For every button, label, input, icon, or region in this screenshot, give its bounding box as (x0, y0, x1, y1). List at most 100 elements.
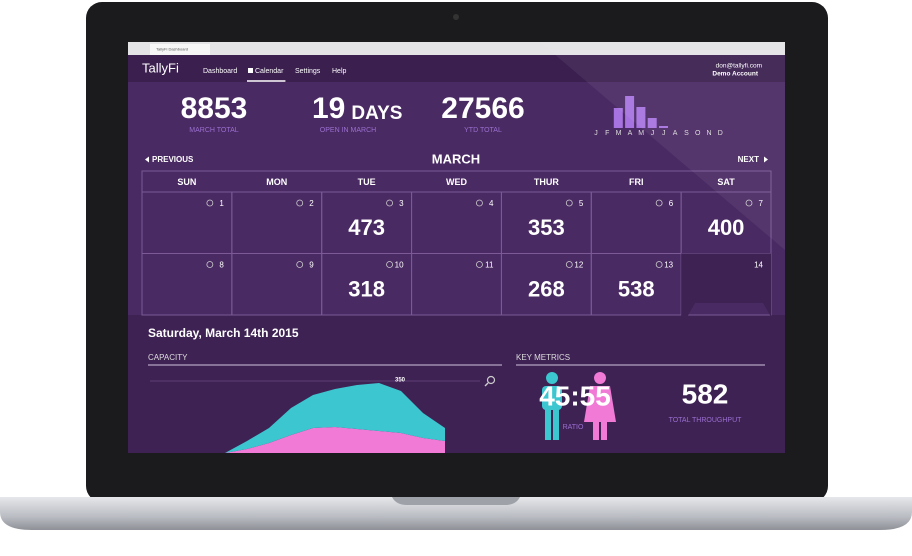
stat-label: MARCH TOTAL (189, 127, 239, 134)
day-number: 5 (579, 199, 584, 208)
day-number: 6 (669, 199, 674, 208)
month-label: O (695, 130, 701, 137)
nav-link[interactable]: Dashboard (203, 68, 237, 75)
stat-unit: DAYS (351, 103, 402, 124)
nav-bar (128, 55, 785, 82)
month-label: J (594, 130, 598, 137)
weekday: TUE (358, 177, 376, 187)
tab-title[interactable]: TallyFi Dashboard (156, 47, 188, 52)
weekday: FRI (629, 177, 644, 187)
month-bar (625, 96, 635, 128)
day-number: 3 (399, 199, 404, 208)
logo[interactable]: TallyFi (142, 60, 179, 75)
weather-icon (655, 261, 663, 268)
weather-icon (386, 199, 393, 207)
month-label: J (662, 130, 666, 137)
weather-icon (565, 261, 573, 268)
throughput: 582 (682, 378, 729, 409)
month-label: N (706, 130, 711, 137)
weekday: SUN (177, 177, 196, 187)
day-value: 538 (618, 276, 655, 301)
weather-icon (565, 199, 573, 207)
day-value: 353 (528, 215, 565, 240)
month-title: MARCH (432, 151, 480, 166)
month-bar (647, 118, 657, 128)
month-bar (636, 107, 646, 128)
weekday: SAT (717, 177, 735, 187)
capacity-annotation: 350 (395, 378, 406, 384)
weather-icon (386, 261, 393, 268)
stat-value: 27566 (441, 92, 524, 125)
stat-value: 8853 (181, 92, 248, 125)
day-number: 14 (754, 261, 763, 270)
content (128, 82, 785, 315)
month-bar (659, 126, 668, 128)
day-cell[interactable] (590, 253, 682, 316)
day-number: 1 (219, 199, 224, 208)
weather-icon (206, 199, 214, 207)
user-email[interactable]: don@tallyfi.com (716, 63, 762, 70)
next-button[interactable]: NEXT (738, 155, 759, 164)
weekday: THUR (534, 177, 559, 187)
weather-icon (206, 261, 214, 268)
month-bar (613, 108, 623, 128)
day-number: 13 (664, 261, 673, 270)
notch (392, 497, 520, 505)
day-number: 10 (395, 261, 404, 270)
day-value: 268 (528, 276, 565, 301)
day-number: 2 (309, 199, 314, 208)
weather-icon (476, 261, 483, 268)
month-label: S (684, 130, 689, 137)
weather-icon (476, 199, 483, 207)
capacity-title: CAPACITY (148, 353, 188, 362)
day-number: 7 (759, 199, 764, 208)
capacity-area (225, 383, 445, 453)
stat-label: YTD TOTAL (464, 127, 502, 134)
nav-link[interactable]: Calendar (255, 68, 284, 75)
weekday: WED (446, 177, 467, 187)
prev-button[interactable]: PREVIOUS (152, 155, 194, 164)
next-arrow (764, 156, 768, 163)
detail-date: Saturday, March 14th 2015 (148, 326, 299, 340)
browser-tab (150, 44, 210, 55)
nav-link[interactable]: Help (332, 68, 347, 75)
day-number: 11 (485, 261, 494, 270)
stat-label: OPEN IN MARCH (320, 127, 376, 134)
weather-icon (296, 199, 304, 207)
browser-chrome (128, 42, 785, 55)
day-number: 4 (489, 199, 494, 208)
male-icon (542, 372, 562, 440)
glare (540, 42, 785, 250)
throughput-label: TOTAL THROUGHPUT (669, 417, 743, 424)
camera (453, 14, 459, 20)
calendar-icon (248, 68, 253, 73)
prev-arrow (145, 156, 149, 163)
ratio-label: RATIO (563, 424, 584, 431)
day-number: 9 (309, 261, 314, 270)
day-value: 400 (708, 215, 745, 240)
stat-value: 19 (312, 92, 345, 125)
search-icon[interactable] (486, 375, 496, 385)
month-label: A (628, 130, 633, 137)
month-label: M (616, 130, 622, 137)
account[interactable]: Demo Account (712, 71, 758, 78)
day-number: 12 (574, 261, 583, 270)
month-label: J (651, 130, 655, 137)
month-label: F (605, 130, 609, 137)
day-value: 473 (348, 215, 385, 240)
search-icon-handle (484, 382, 489, 387)
day-number: 8 (219, 261, 224, 270)
metrics-title: KEY METRICS (516, 353, 570, 362)
laptop-base (0, 497, 912, 530)
selected-cell (681, 253, 771, 317)
ratio: 45:55 (539, 380, 611, 411)
month-label: D (718, 130, 723, 137)
female-icon (584, 372, 616, 440)
weather-icon (296, 261, 304, 268)
day-value: 318 (348, 276, 385, 301)
capacity-area (225, 427, 445, 453)
month-label: A (673, 130, 678, 137)
nav-link[interactable]: Settings (295, 68, 321, 75)
weather-icon (745, 199, 753, 207)
